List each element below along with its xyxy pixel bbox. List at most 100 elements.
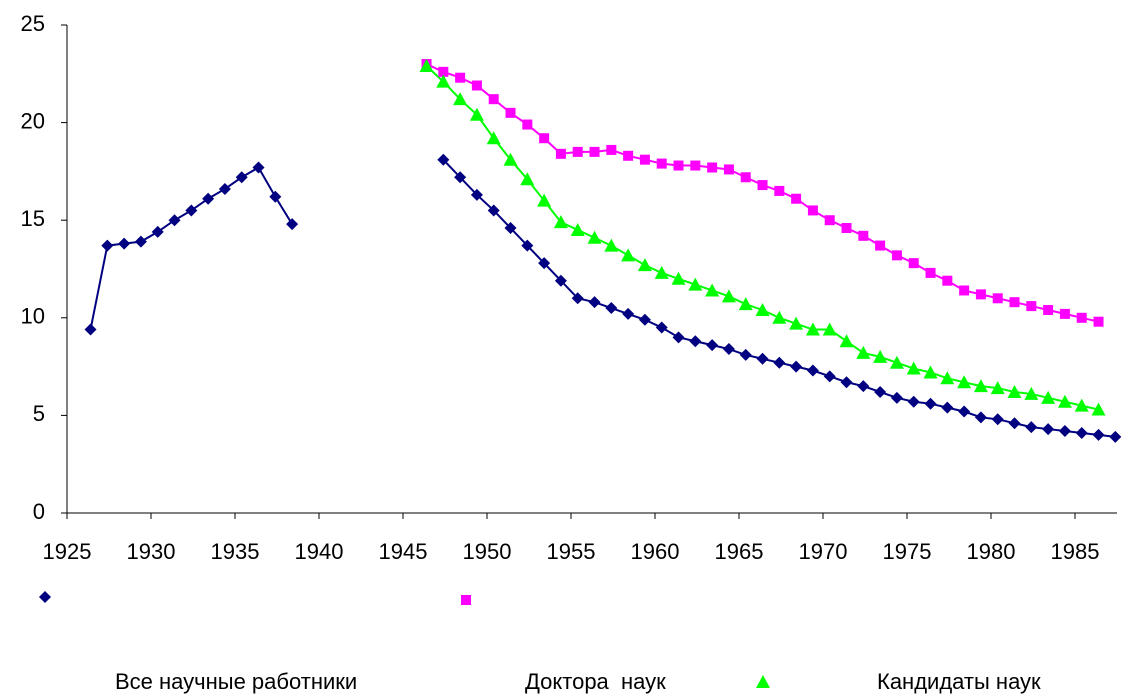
marker — [488, 94, 499, 105]
marker — [722, 343, 735, 356]
marker — [1093, 316, 1104, 327]
marker — [1026, 301, 1037, 312]
marker — [1074, 398, 1089, 412]
x-tick-label: 1955 — [547, 539, 596, 564]
marker — [889, 355, 904, 369]
marker — [588, 296, 601, 309]
marker — [537, 193, 552, 207]
marker — [705, 283, 720, 297]
marker — [621, 248, 636, 262]
marker — [486, 131, 501, 145]
marker — [235, 171, 248, 184]
marker — [941, 401, 954, 414]
marker — [134, 235, 147, 248]
marker — [839, 334, 854, 348]
legend-marker — [756, 675, 770, 688]
marker — [874, 385, 887, 398]
marker — [671, 271, 686, 285]
marker — [503, 152, 518, 166]
marker — [755, 302, 770, 316]
marker — [269, 190, 282, 203]
marker — [455, 72, 466, 83]
y-tick-label: 25 — [21, 11, 45, 36]
marker — [924, 397, 937, 410]
series-line — [89, 158, 1116, 438]
marker — [218, 182, 231, 195]
marker — [587, 230, 602, 244]
marker — [1075, 426, 1088, 439]
marker — [639, 154, 650, 165]
marker — [772, 310, 787, 324]
marker — [790, 360, 803, 373]
marker — [756, 352, 769, 365]
marker — [940, 371, 955, 385]
marker — [1025, 421, 1038, 434]
x-tick-label: 1975 — [883, 539, 932, 564]
marker — [419, 58, 434, 72]
marker — [757, 180, 768, 191]
marker — [84, 323, 97, 336]
marker — [655, 321, 668, 334]
marker — [151, 225, 164, 238]
marker — [958, 405, 971, 418]
marker — [1041, 390, 1056, 404]
x-tick-label: 1935 — [211, 539, 260, 564]
x-tick-label: 1970 — [799, 539, 848, 564]
marker — [907, 395, 920, 408]
legend-marker — [39, 591, 51, 603]
y-tick-label: 15 — [21, 206, 45, 231]
marker — [858, 230, 869, 241]
marker — [521, 239, 534, 252]
marker — [824, 215, 835, 226]
legend-label: Кандидаты наук — [877, 669, 1041, 694]
marker — [654, 265, 669, 279]
marker — [622, 307, 635, 320]
marker — [873, 349, 888, 363]
marker — [973, 379, 988, 393]
marker — [823, 370, 836, 383]
marker — [841, 223, 852, 234]
marker — [688, 277, 703, 291]
marker — [437, 153, 450, 166]
marker — [505, 107, 516, 118]
marker — [707, 162, 718, 173]
marker — [806, 364, 819, 377]
marker — [891, 250, 902, 261]
marker — [185, 204, 198, 217]
marker — [856, 345, 871, 359]
marker — [689, 335, 702, 348]
x-tick-label: 1960 — [631, 539, 680, 564]
marker — [471, 80, 482, 91]
marker — [555, 148, 566, 159]
y-tick-label: 5 — [33, 401, 45, 426]
legend-label: Доктора наук — [525, 669, 666, 694]
marker — [1009, 297, 1020, 308]
x-tick-label: 1940 — [295, 539, 344, 564]
y-tick-label: 20 — [21, 108, 45, 133]
marker — [957, 375, 972, 389]
marker — [604, 238, 619, 252]
marker — [638, 313, 651, 326]
marker — [1024, 386, 1039, 400]
marker — [623, 150, 634, 161]
marker — [822, 322, 837, 336]
marker — [857, 380, 870, 393]
marker — [571, 292, 584, 305]
x-tick-label: 1925 — [43, 539, 92, 564]
x-tick-label: 1965 — [715, 539, 764, 564]
marker — [738, 297, 753, 311]
marker — [252, 161, 265, 174]
marker — [959, 285, 970, 296]
marker — [923, 365, 938, 379]
marker — [436, 74, 451, 88]
marker — [807, 205, 818, 216]
marker — [118, 237, 131, 250]
y-tick-label: 10 — [21, 304, 45, 329]
x-tick-label: 1930 — [127, 539, 176, 564]
legend-label: Все научные работники — [115, 669, 357, 694]
marker — [974, 411, 987, 424]
marker — [1007, 384, 1022, 398]
marker — [438, 66, 449, 77]
series-line — [426, 63, 1099, 323]
